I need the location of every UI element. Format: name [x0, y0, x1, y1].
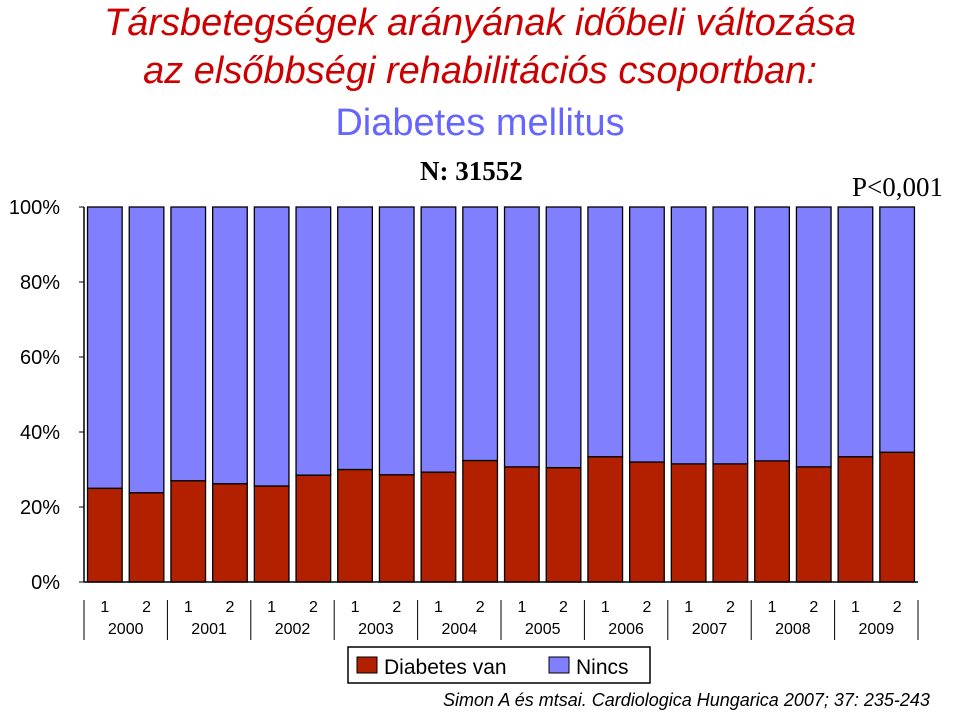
x-tick-label: 2 — [726, 599, 735, 616]
bars-group — [86, 206, 916, 583]
y-tick-label: 40% — [20, 422, 60, 444]
bar-diabetes-7 — [337, 468, 373, 583]
x-tick-label: 1 — [351, 599, 360, 616]
bar-nincs-3 — [170, 206, 207, 482]
bar-diabetes-2 — [128, 492, 165, 583]
bar-diabetes-14 — [628, 461, 665, 583]
x-tick-label: 2 — [392, 599, 401, 616]
p-value-label: P<0,001 — [852, 172, 943, 202]
legend-swatch-nincs — [548, 656, 570, 674]
y-tick-label: 20% — [20, 497, 60, 519]
x-tick-label: 1 — [768, 599, 777, 616]
bar-nincs-10 — [462, 206, 499, 462]
bar-diabetes-19 — [837, 456, 874, 583]
y-tick-label: 80% — [20, 272, 60, 294]
bar-diabetes-20 — [879, 451, 916, 583]
bar-diabetes-1 — [86, 487, 123, 583]
bar-nincs-15 — [670, 206, 707, 465]
x-tick-label: 2 — [643, 599, 652, 616]
y-tick-labels: 0% 20% 40% 60% 80% 100% — [9, 197, 84, 594]
legend: Diabetes van Nincs — [347, 646, 651, 684]
year-label: 2009 — [859, 621, 895, 638]
bar-nincs-2 — [128, 206, 165, 494]
year-label: 2001 — [191, 621, 227, 638]
bar-nincs-7 — [337, 206, 373, 471]
bar-diabetes-15 — [670, 463, 707, 583]
year-label: 2005 — [525, 621, 561, 638]
x-tick-label: 1 — [184, 599, 193, 616]
x-tick-label: 2 — [142, 599, 151, 616]
bar-nincs-19 — [837, 206, 874, 458]
x-tick-label: 1 — [684, 599, 693, 616]
x-tick-label: 1 — [851, 599, 860, 616]
bar-diabetes-16 — [712, 463, 749, 583]
bar-nincs-17 — [754, 206, 790, 462]
bar-diabetes-8 — [378, 474, 415, 583]
bar-diabetes-9 — [420, 471, 457, 583]
chart-subtitle: Diabetes mellitus — [335, 102, 625, 144]
bar-nincs-20 — [879, 206, 916, 453]
bar-nincs-4 — [211, 206, 248, 485]
bar-diabetes-3 — [170, 480, 207, 583]
bar-diabetes-6 — [295, 474, 332, 583]
year-label: 2007 — [692, 621, 728, 638]
year-label: 2000 — [108, 621, 144, 638]
year-label: 2004 — [442, 621, 478, 638]
axes-group — [83, 207, 918, 583]
x-tick-label: 2 — [309, 599, 318, 616]
x-tick-label: 1 — [601, 599, 610, 616]
x-tick-label: 1 — [267, 599, 276, 616]
bar-nincs-11 — [503, 206, 540, 468]
year-label: 2008 — [775, 621, 811, 638]
bar-nincs-14 — [628, 206, 665, 463]
y-tick-label: 100% — [9, 197, 60, 219]
year-label: 2006 — [608, 621, 644, 638]
chart-title-line2: az elsőbbségi rehabilitációs csoportban: — [143, 50, 817, 92]
citation: Simon A és mtsai. Cardiologica Hungarica… — [443, 690, 930, 710]
x-tick-label: 2 — [809, 599, 818, 616]
bar-nincs-6 — [295, 206, 332, 476]
bar-nincs-18 — [795, 206, 832, 468]
x-tick-label: 1 — [517, 599, 526, 616]
year-label: 2002 — [275, 621, 311, 638]
x-tick-label: 2 — [476, 599, 485, 616]
x-tick-label: 2 — [226, 599, 235, 616]
bar-diabetes-11 — [503, 466, 540, 583]
bar-diabetes-10 — [462, 459, 499, 583]
bar-diabetes-17 — [754, 460, 790, 583]
bar-diabetes-13 — [587, 456, 624, 583]
bar-nincs-13 — [587, 206, 624, 458]
sample-size-label: N: 31552 — [420, 156, 523, 186]
bar-diabetes-12 — [545, 466, 582, 583]
legend-label-diabetes: Diabetes van — [384, 656, 507, 679]
bar-nincs-12 — [545, 206, 582, 469]
legend-box — [347, 646, 651, 684]
x-tick-labels: 1 2 1 2 1 2 1 2 1 2 1 2 1 2 1 2 1 2 1 2 2000 2001 2002 2003 2004… — [83, 599, 919, 640]
x-tick-label: 1 — [100, 599, 109, 616]
legend-label-nincs: Nincs — [576, 656, 629, 679]
bar-nincs-5 — [253, 206, 290, 487]
x-tick-label: 1 — [434, 599, 443, 616]
bar-nincs-8 — [378, 206, 415, 476]
x-tick-label: 2 — [559, 599, 568, 616]
x-tick-label: 2 — [893, 599, 902, 616]
bar-diabetes-18 — [795, 466, 832, 583]
chart-title-line1: Társbetegségek arányának időbeli változá… — [103, 2, 857, 44]
bar-nincs-16 — [712, 206, 749, 465]
legend-swatch-diabetes — [356, 656, 378, 674]
y-tick-label: 0% — [31, 572, 60, 594]
bar-diabetes-5 — [253, 485, 290, 583]
bar-nincs-9 — [420, 206, 457, 473]
bar-nincs-1 — [86, 206, 123, 489]
y-tick-label: 60% — [20, 347, 60, 369]
year-label: 2003 — [358, 621, 394, 638]
bar-diabetes-4 — [211, 483, 248, 583]
